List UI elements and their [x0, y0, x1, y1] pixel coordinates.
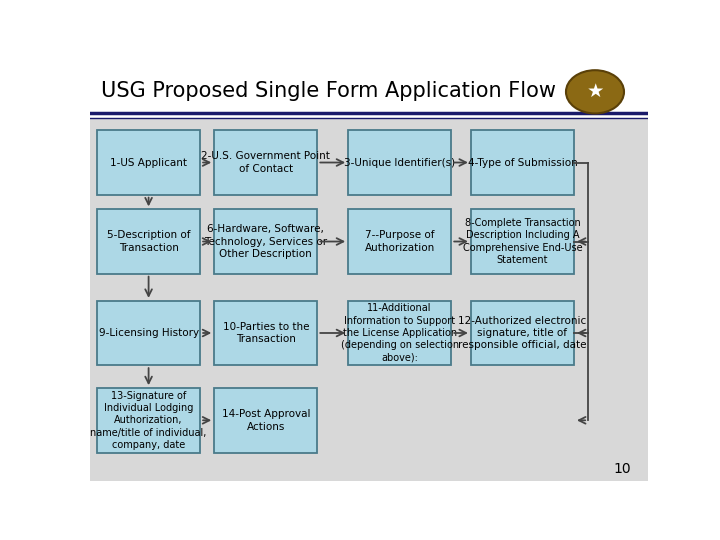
- Bar: [471, 210, 574, 274]
- Bar: [348, 210, 451, 274]
- Circle shape: [566, 70, 624, 113]
- Text: 3-Unique Identifier(s): 3-Unique Identifier(s): [344, 158, 455, 167]
- Bar: [97, 301, 200, 365]
- Bar: [90, 118, 648, 481]
- Bar: [97, 388, 200, 453]
- Bar: [471, 301, 574, 365]
- Bar: [214, 301, 318, 365]
- Text: 7--Purpose of
Authorization: 7--Purpose of Authorization: [364, 231, 435, 253]
- Bar: [214, 130, 318, 195]
- Text: 4-Type of Submission: 4-Type of Submission: [467, 158, 577, 167]
- Text: 1-US Applicant: 1-US Applicant: [110, 158, 187, 167]
- Text: 9-Licensing History: 9-Licensing History: [99, 328, 199, 338]
- Text: 8-Complete Transaction
Description Including A
Comprehensive End-Use
Statement: 8-Complete Transaction Description Inclu…: [463, 218, 582, 265]
- Text: 10: 10: [613, 462, 631, 476]
- Bar: [97, 130, 200, 195]
- Text: 10-Parties to the
Transaction: 10-Parties to the Transaction: [222, 322, 309, 344]
- Bar: [348, 301, 451, 365]
- Text: 12-Authorized electronic
signature, title of
responsible official, date: 12-Authorized electronic signature, titl…: [458, 315, 587, 350]
- Text: 2-U.S. Government Point
of Contact: 2-U.S. Government Point of Contact: [202, 151, 330, 174]
- Text: 14-Post Approval
Actions: 14-Post Approval Actions: [222, 409, 310, 431]
- Bar: [97, 210, 200, 274]
- Text: ★: ★: [586, 82, 604, 102]
- Bar: [348, 130, 451, 195]
- Text: 6-Hardware, Software,
Technology, Services or
Other Description: 6-Hardware, Software, Technology, Servic…: [204, 224, 328, 259]
- Text: 11-Additional
Information to Support
the License Application
(depending on selec: 11-Additional Information to Support the…: [341, 303, 459, 363]
- Bar: [471, 130, 574, 195]
- Bar: [214, 210, 318, 274]
- Bar: [214, 388, 318, 453]
- Text: 13-Signature of
Individual Lodging
Authorization,
name/title of individual,
comp: 13-Signature of Individual Lodging Autho…: [91, 390, 207, 450]
- Text: USG Proposed Single Form Application Flow: USG Proposed Single Form Application Flo…: [101, 82, 556, 102]
- Text: 5-Description of
Transaction: 5-Description of Transaction: [107, 231, 190, 253]
